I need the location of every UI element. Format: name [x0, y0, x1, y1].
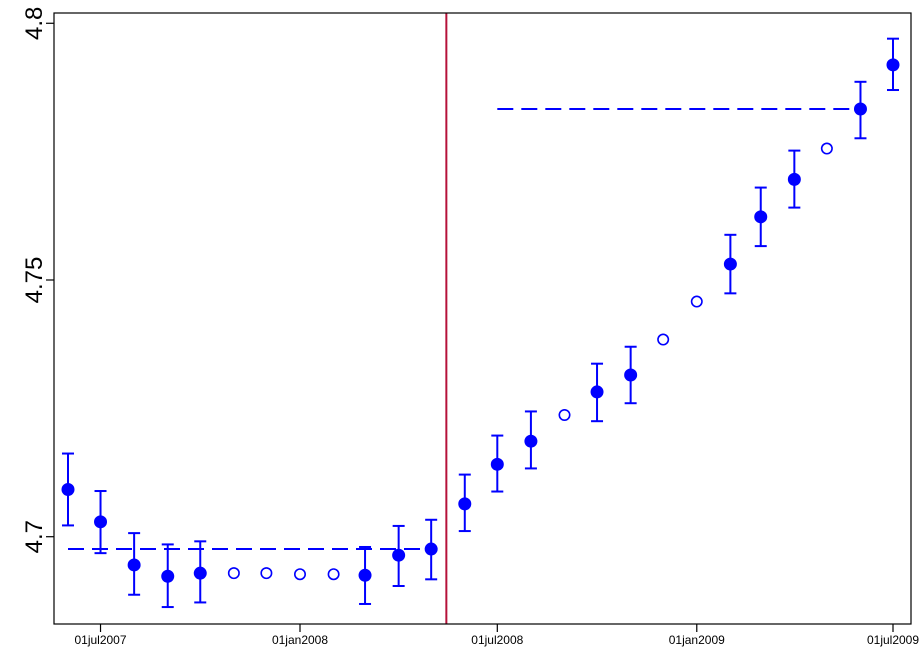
data-point-filled [127, 558, 141, 572]
x-tick-label: 01jul2008 [471, 633, 523, 647]
x-tick-label: 01jan2008 [272, 633, 328, 647]
data-point-filled [61, 482, 75, 496]
data-point-hollow [293, 568, 306, 581]
y-tick-label: 4.75 [21, 257, 48, 304]
data-point-filled [161, 569, 175, 583]
data-point-hollow [227, 567, 240, 580]
data-point-filled [458, 497, 472, 511]
data-point-filled [358, 568, 372, 582]
data-point-filled [787, 172, 801, 186]
data-point-hollow [820, 142, 833, 155]
data-point-hollow [327, 568, 340, 581]
x-tick-label: 01jul2007 [74, 633, 126, 647]
reference-lines [68, 108, 861, 551]
data-point-filled [754, 210, 768, 224]
x-tick-label: 01jan2009 [669, 633, 725, 647]
data-point-filled [424, 542, 438, 556]
plot-frame [53, 12, 912, 625]
data-point-filled [193, 566, 207, 580]
x-tick-label: 01jul2009 [867, 633, 919, 647]
data-point-hollow [690, 295, 703, 308]
data-point-hollow [558, 409, 571, 422]
data-point-filled [853, 102, 867, 116]
y-tick-label: 4.7 [21, 520, 48, 553]
data-point-filled [886, 58, 900, 72]
x-axis: 01jul2007 01jan2008 01jul2008 01jan2009 01ju… [74, 624, 919, 647]
data-point-hollow [260, 567, 273, 580]
data-point-filled [490, 457, 504, 471]
y-tick-label: 4.8 [21, 7, 48, 40]
data-point-filled [392, 548, 406, 562]
y-axis: 4.7 4.75 4.8 [21, 7, 54, 553]
data-point-filled [524, 434, 538, 448]
data-point-hollow [657, 333, 670, 346]
data-points [61, 58, 900, 583]
data-point-filled [590, 385, 604, 399]
data-point-filled [94, 515, 108, 529]
data-point-filled [624, 368, 638, 382]
data-point-filled [723, 257, 737, 271]
